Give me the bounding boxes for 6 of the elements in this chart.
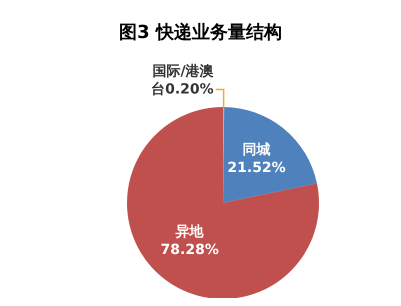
chart-title: 图3 快递业务量结构 [118, 21, 283, 45]
data-label: 21.52% [227, 160, 286, 176]
slice-label: 同城 [242, 142, 271, 158]
data-label: 78.28% [160, 242, 219, 258]
slice-label: 异地 [174, 224, 205, 240]
slice-label: 国际/港澳台0.20% [151, 63, 214, 98]
